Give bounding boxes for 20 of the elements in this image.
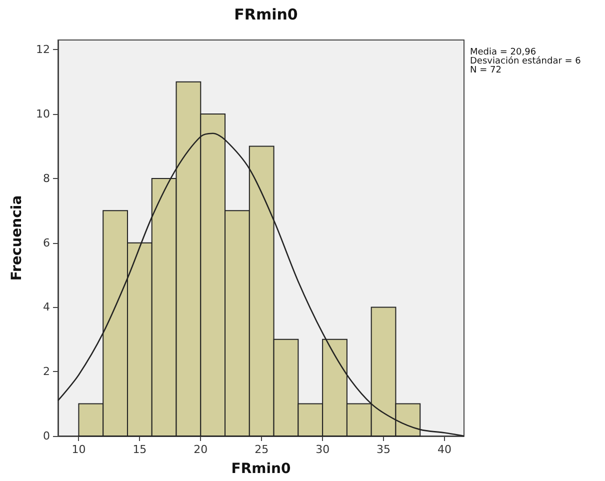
y-axis-title: Frecuencia [9, 195, 25, 281]
y-tick-label: 2 [43, 365, 50, 378]
text: N = 72 [470, 66, 502, 76]
x-axis-title: FRmin0 [231, 461, 291, 477]
y-tick-label: 12 [36, 43, 50, 56]
x-tick-label: 15 [132, 443, 147, 456]
x-tick-label: 25 [254, 443, 269, 456]
y-tick-label: 0 [43, 430, 50, 442]
y-tick-label: 6 [43, 236, 50, 250]
x-tick-label: 35 [376, 443, 391, 456]
y-tick-label: 4 [43, 300, 50, 314]
x-tick-label: 20 [194, 443, 208, 456]
x-tick-label: 10 [72, 443, 86, 456]
chart-title: FRmin0 [234, 6, 298, 24]
text: Desviación estándar = 6 [470, 56, 582, 66]
y-tick-label: 10 [36, 108, 50, 121]
x-tick-label: 30 [316, 443, 330, 456]
text: Media = 20,96 [470, 48, 536, 58]
y-tick-label: 8 [43, 172, 50, 185]
x-tick-label: 40 [437, 443, 452, 456]
